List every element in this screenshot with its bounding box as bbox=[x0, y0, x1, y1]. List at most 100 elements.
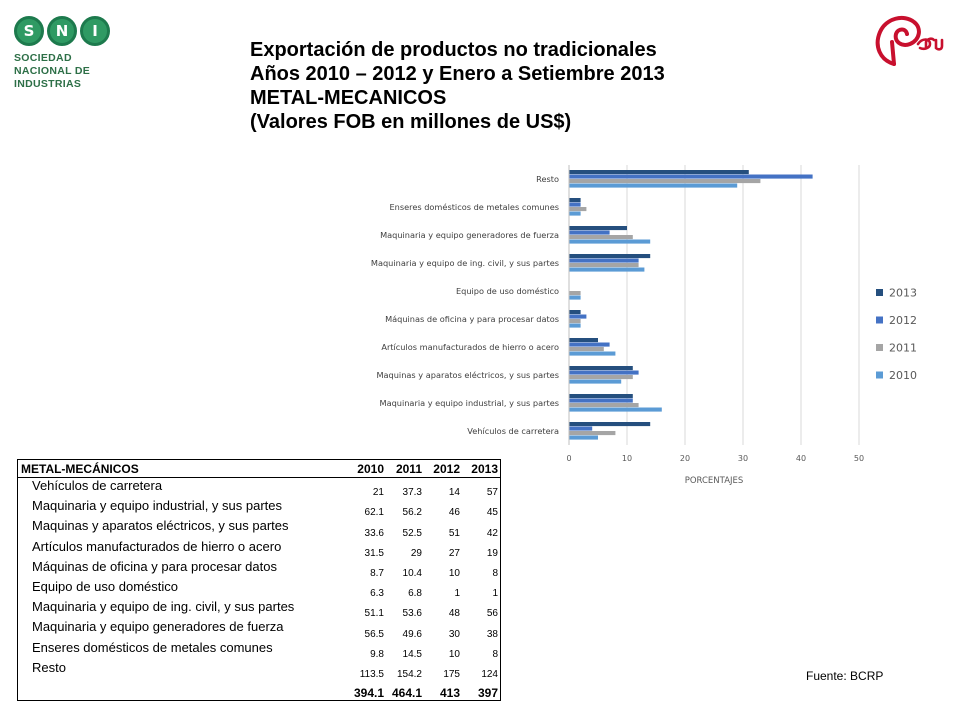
row-value: 10 bbox=[448, 648, 460, 660]
row-label: Maquinaria y equipo industrial, y sus pa… bbox=[17, 498, 348, 519]
row-value: 51 bbox=[448, 527, 460, 539]
bar bbox=[569, 179, 761, 184]
row-value: 29 bbox=[410, 547, 422, 559]
row-label: Maquinas y aparatos eléctricos, y sus pa… bbox=[17, 518, 348, 539]
legend-label: 2010 bbox=[889, 369, 917, 382]
row-value: 14 bbox=[448, 487, 460, 499]
row-value: 37.3 bbox=[402, 487, 422, 499]
row-value: 27 bbox=[448, 547, 460, 559]
row-value: 10.4 bbox=[402, 567, 422, 579]
y-category-label: Artículos manufacturados de hierro o ace… bbox=[381, 342, 559, 352]
table-row: Equipo de uso doméstico 6.3 6.8 1 1 bbox=[17, 578, 501, 600]
row-value: 175 bbox=[443, 668, 460, 680]
sni-badge-i: I bbox=[80, 16, 110, 46]
row-value: 10 bbox=[448, 567, 460, 579]
row-value: 21 bbox=[372, 487, 384, 499]
bar bbox=[569, 338, 598, 343]
legend-label: 2012 bbox=[889, 314, 917, 327]
x-tick-label: 40 bbox=[796, 454, 806, 463]
row-label: Artículos manufacturados de hierro o ace… bbox=[17, 538, 348, 559]
row-value: 45 bbox=[462, 498, 501, 519]
bar bbox=[569, 379, 622, 384]
sni-logo: S N I SOCIEDAD NACIONAL DE INDUSTRIAS bbox=[14, 16, 144, 106]
table-header-row: METAL-MECÁNICOS 2010 2011 2012 2013 bbox=[17, 459, 501, 478]
row-value: 49.6 bbox=[402, 628, 422, 640]
row-value: 56.2 bbox=[402, 507, 422, 519]
source-note: Fuente: BCRP bbox=[806, 669, 884, 683]
row-value: 154.2 bbox=[396, 668, 422, 680]
bar bbox=[569, 314, 587, 319]
bar bbox=[569, 226, 627, 231]
x-tick-label: 30 bbox=[738, 454, 748, 463]
row-value: 113.5 bbox=[359, 668, 384, 680]
table-row: Máquinas de oficina y para procesar dato… bbox=[17, 558, 501, 579]
bar bbox=[569, 394, 633, 399]
legend-swatch bbox=[876, 344, 883, 351]
x-tick-label: 0 bbox=[566, 454, 571, 463]
total-value: 394.1 bbox=[348, 679, 386, 702]
bar-chart-svg: 0 10 20 30 40 50 Resto Enseres domésticos de me… bbox=[371, 165, 917, 486]
row-value: 51.1 bbox=[364, 608, 384, 620]
legend-swatch bbox=[876, 316, 883, 324]
title-line-2: Años 2010 – 2012 y Enero a Setiembre 201… bbox=[250, 63, 665, 85]
row-value: 19 bbox=[462, 538, 501, 559]
y-category-label: Vehículos de carretera bbox=[467, 426, 559, 436]
table-row: Maquinaria y equipo generadores de fuerz… bbox=[17, 619, 501, 640]
table-row: Vehículos de carretera 21 37.3 14 57 bbox=[17, 477, 501, 499]
title-line-3: METAL-MECANICOS bbox=[250, 87, 447, 109]
bar bbox=[569, 323, 581, 328]
row-value: 8.7 bbox=[370, 567, 384, 579]
table-header-year: 2013 bbox=[462, 459, 501, 478]
sni-name-line-3: INDUSTRIAS bbox=[14, 78, 82, 90]
sni-badge-n: N bbox=[47, 16, 77, 46]
x-tick-label: 20 bbox=[680, 454, 690, 463]
bar bbox=[569, 403, 639, 408]
bar bbox=[569, 375, 633, 380]
row-value: 46 bbox=[448, 507, 460, 519]
bar bbox=[569, 295, 581, 300]
row-value: 31.5 bbox=[364, 547, 384, 559]
row-value: 38 bbox=[462, 619, 501, 640]
row-value: 6.3 bbox=[370, 588, 384, 600]
row-value: 124 bbox=[462, 659, 501, 680]
total-label bbox=[17, 679, 348, 702]
bar bbox=[569, 426, 593, 431]
row-value: 48 bbox=[448, 608, 460, 620]
legend-swatch bbox=[876, 371, 883, 379]
bar-chart: 0 10 20 30 40 50 Resto Enseres domésticos de me… bbox=[320, 160, 940, 500]
row-value: 33.6 bbox=[364, 527, 384, 539]
bar bbox=[569, 398, 633, 403]
sni-badges: S N I bbox=[14, 16, 144, 46]
bar bbox=[569, 263, 639, 268]
bar bbox=[569, 370, 639, 375]
bar bbox=[569, 366, 633, 371]
bar bbox=[569, 347, 604, 352]
y-category-label: Maquinaria y equipo de ing. civil, y sus… bbox=[371, 258, 559, 268]
row-label: Maquinaria y equipo de ing. civil, y sus… bbox=[17, 599, 348, 620]
table-row: Maquinaria y equipo de ing. civil, y sus… bbox=[17, 599, 501, 620]
table-header-name: METAL-MECÁNICOS bbox=[17, 459, 348, 478]
peru-logo bbox=[875, 15, 944, 66]
sni-name-line-2: NACIONAL DE bbox=[14, 65, 91, 77]
row-label: Resto bbox=[17, 659, 348, 680]
table-header-year: 2011 bbox=[386, 459, 424, 478]
row-value: 42 bbox=[462, 518, 501, 539]
row-value: 57 bbox=[462, 477, 501, 499]
y-category-label: Enseres domésticos de metales comunes bbox=[389, 202, 559, 212]
x-axis-label: PORCENTAJES bbox=[685, 476, 744, 486]
bar bbox=[569, 230, 610, 235]
bar bbox=[569, 202, 581, 207]
row-label: Enseres domésticos de metales comunes bbox=[17, 639, 348, 660]
bar bbox=[569, 431, 616, 436]
row-value: 9.8 bbox=[370, 648, 384, 660]
row-label: Equipo de uso doméstico bbox=[17, 578, 348, 600]
bar bbox=[569, 211, 581, 216]
page-title: Exportación de productos no tradicionale… bbox=[250, 38, 810, 134]
bar bbox=[569, 170, 749, 175]
row-value: 6.8 bbox=[408, 588, 422, 600]
bar bbox=[569, 239, 651, 244]
row-value: 30 bbox=[448, 628, 460, 640]
row-value: 56 bbox=[462, 599, 501, 620]
bar bbox=[569, 254, 651, 259]
bar bbox=[569, 310, 581, 315]
